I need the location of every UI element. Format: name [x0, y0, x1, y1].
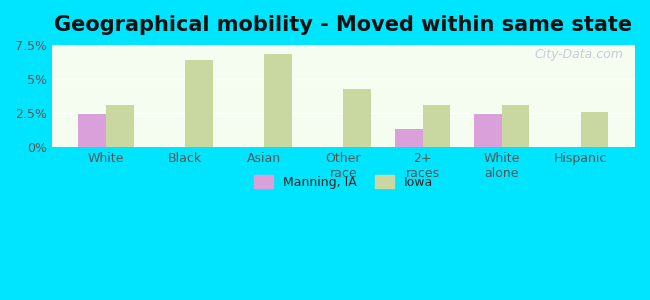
Bar	[422, 105, 450, 147]
Bar	[79, 114, 106, 147]
Legend: Manning, IA, Iowa: Manning, IA, Iowa	[249, 170, 438, 194]
Bar	[265, 54, 292, 147]
Bar	[343, 88, 371, 147]
Bar	[185, 60, 213, 147]
Text: City-Data.com: City-Data.com	[534, 48, 623, 61]
Bar	[395, 129, 423, 147]
Bar	[106, 105, 134, 147]
Bar	[502, 105, 529, 147]
Bar	[474, 114, 502, 147]
Title: Geographical mobility - Moved within same state: Geographical mobility - Moved within sam…	[55, 15, 632, 35]
Bar	[581, 112, 608, 147]
